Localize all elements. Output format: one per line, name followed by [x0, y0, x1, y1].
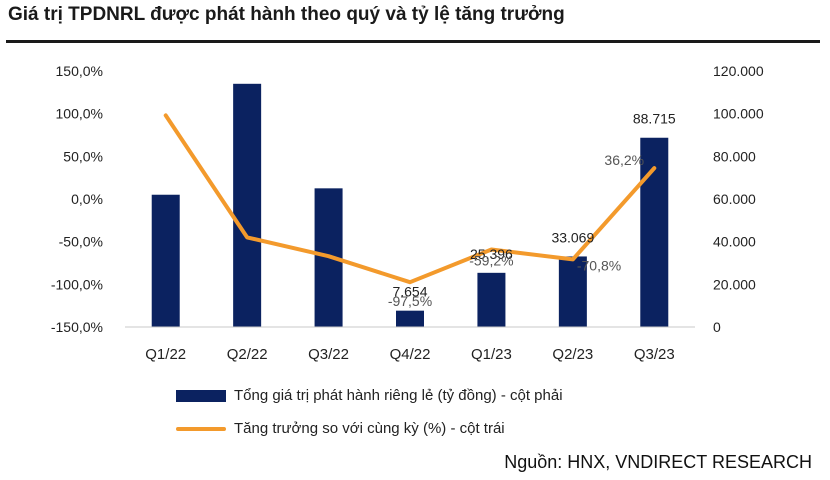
title-divider	[6, 40, 820, 43]
line-data-label: -70,8%	[577, 257, 621, 273]
y-right-tick-label: 60.000	[713, 191, 756, 207]
x-tick-label: Q2/23	[552, 346, 593, 363]
line-data-label: -97,5%	[388, 293, 432, 309]
y-left-tick-label: 0,0%	[71, 191, 103, 207]
bar	[151, 194, 180, 327]
line-data-label: -59,2%	[469, 253, 513, 269]
x-tick-label: Q4/22	[390, 346, 431, 363]
x-tick-label: Q1/23	[471, 346, 512, 363]
x-tick-label: Q1/22	[145, 346, 186, 363]
legend-bar-swatch	[176, 389, 226, 402]
line-data-label: 36,2%	[604, 152, 644, 168]
bar	[477, 272, 506, 327]
y-left-tick-label: 150,0%	[56, 63, 103, 79]
bar-data-label: 7.654	[392, 284, 427, 300]
x-tick-label: Q3/22	[308, 346, 349, 363]
source-note: Nguồn: HNX, VNDIRECT RESEARCH	[504, 452, 812, 472]
y-right-tick-label: 20.000	[713, 276, 756, 292]
y-right-tick-label: 120.000	[713, 63, 764, 79]
growth-line	[163, 113, 657, 285]
y-left-tick-label: -50,0%	[59, 234, 103, 250]
bar	[233, 83, 262, 327]
legend-item-bars: Tổng giá trị phát hành riêng lẻ (tỷ đồng…	[176, 387, 563, 404]
bar	[396, 310, 424, 327]
bar-data-label: 25.396	[470, 246, 513, 262]
bar	[558, 256, 587, 327]
legend-bar-label: Tổng giá trị phát hành riêng lẻ (tỷ đồng…	[234, 387, 563, 404]
legend-line-label: Tăng trưởng so với cùng kỳ (%) - cột trá…	[234, 420, 505, 437]
y-left-tick-label: 50,0%	[63, 148, 103, 164]
x-tick-label: Q2/22	[227, 346, 268, 363]
x-tick-label: Q3/23	[634, 346, 675, 363]
bar-data-label: 33.069	[551, 229, 594, 245]
y-right-tick-label: 0	[713, 319, 721, 335]
y-left-tick-label: -150,0%	[51, 319, 103, 335]
y-left-tick-label: -100,0%	[51, 276, 103, 292]
y-right-tick-label: 40.000	[713, 234, 756, 250]
y-right-tick-label: 100.000	[713, 106, 764, 122]
y-left-tick-label: 100,0%	[56, 106, 103, 122]
chart-svg: 150,0% 100,0% 50,0% 0,0% -50,0% -100,0% -150,0…	[51, 63, 764, 363]
legend-line-swatch	[176, 426, 226, 431]
y-right-tick-label: 80.000	[713, 148, 756, 164]
chart-title: Giá trị TPDNRL được phát hành theo quý v…	[8, 4, 565, 25]
bar-data-label: 88.715	[633, 111, 676, 127]
legend-item-line: Tăng trưởng so với cùng kỳ (%) - cột trá…	[176, 420, 505, 437]
